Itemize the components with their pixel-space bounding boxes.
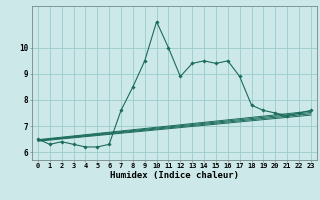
- X-axis label: Humidex (Indice chaleur): Humidex (Indice chaleur): [110, 171, 239, 180]
